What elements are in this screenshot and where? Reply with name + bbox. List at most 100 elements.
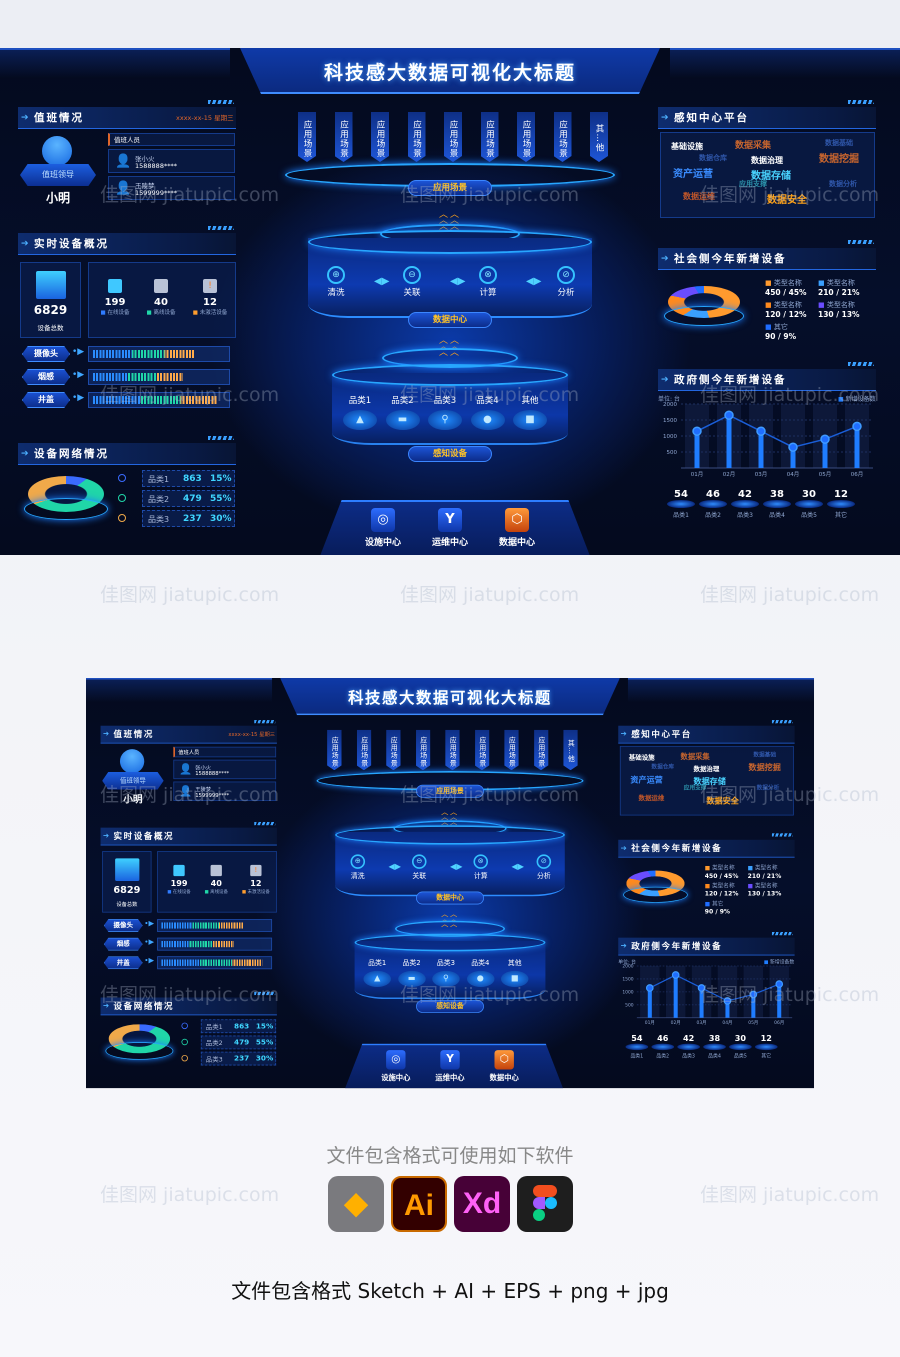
scene-tag[interactable]: 应用场景 [407,112,426,162]
arrow-right-icon: •▶ [144,957,155,966]
word-cloud-item: 数据治理 [751,156,783,165]
step-label: 计算 [479,288,497,298]
legend-name: ■ 类型名称 [704,882,735,890]
category-1[interactable]: 品类2 ▬ [383,394,423,430]
device-type-1[interactable]: 烟感 [22,369,70,385]
scene-tag[interactable]: 应用场景 [327,729,342,771]
status-value: 40 [210,879,222,889]
scene-tag[interactable]: 应用场景 [298,112,316,162]
scene-tag[interactable]: 应用场景 [480,112,499,162]
step-2[interactable]: ⊗ 计算 [465,854,497,880]
category-label: 品类3 [433,396,457,406]
scene-tag[interactable]: 应用场景 [553,112,572,162]
server-stack-icon [36,271,66,299]
cylinder-top-ring [332,364,568,386]
scene-tag[interactable]: 应用场景 [334,112,353,162]
nav-item-2[interactable]: ⬡ 数据中心 [489,508,545,548]
nav-icon: ⬡ [494,1050,514,1070]
illustrator-app-icon: Ai [391,1176,447,1232]
scene-tag[interactable]: 应用场景 [386,729,401,771]
server-warning-icon: ! [250,864,262,877]
scene-tag[interactable]: 应用场景 [415,729,431,771]
scene-pill[interactable]: 应用场景 [416,784,484,798]
stat-label: 其它 [834,512,847,519]
device-type-2[interactable]: 井盖 [22,392,70,408]
status-inactive: ! 12 ■ 未激活设备 [237,864,274,895]
scene-tag[interactable]: 其…他 [590,112,608,162]
panel-header-gov: 政府侧今年新增设备 [618,937,795,956]
category-label: 品类2 [391,396,414,406]
legend-name: ■ 类型名称 [704,864,735,872]
duty-date: xxxx-xx-15 星期三 [176,114,234,122]
y-tick-label: 1000 [622,989,633,995]
scene-pill[interactable]: 应用场景 [408,180,492,196]
category-label: 其他 [521,396,539,406]
step-label: 清洗 [350,872,365,881]
step-0[interactable]: ⊕ 清洗 [342,854,374,880]
nav-item-2[interactable]: ⬡ 数据中心 [482,1050,527,1082]
scene-tag[interactable]: 应用场景 [474,729,490,771]
leader-name: 小明 [123,793,143,805]
category-1[interactable]: 品类2 ▬ [395,958,427,987]
scene-tag[interactable]: 应用场景 [504,729,519,771]
stat-pedestal [651,1043,675,1051]
row-value: 479 [234,1038,250,1047]
category-2[interactable]: 品类3 ⚲ [430,958,462,987]
nav-item-0[interactable]: ◎ 设施中心 [373,1050,418,1082]
sense-device-pill[interactable]: 感知设备 [416,999,484,1013]
title-bar [280,678,620,716]
legend-name-text: 其它 [711,900,724,907]
stat-pedestal [795,500,823,508]
legend-dot [118,494,126,502]
data-center-pill[interactable]: 数据中心 [416,891,484,905]
category-0[interactable]: 品类1 ▲ [340,394,380,430]
staff-phone: 1588888**** [195,770,230,777]
scene-tag[interactable]: 应用场景 [356,729,372,771]
scene-tag[interactable]: 应用场景 [517,112,535,162]
step-1[interactable]: ⊖ 关联 [392,266,432,298]
nav-item-1[interactable]: Y 运维中心 [427,1050,472,1082]
step-2[interactable]: ⊗ 计算 [468,266,508,298]
category-2[interactable]: 品类3 ⚲ [425,394,465,430]
legend-dot [181,1038,188,1046]
bar [694,431,700,468]
donut-base-ring [105,1042,174,1060]
category-3[interactable]: 品类4 ● [464,958,496,987]
category-0[interactable]: 品类1 ▲ [361,958,393,987]
category-4[interactable]: 其他 ■ [499,958,531,987]
nav-item-1[interactable]: Y 运维中心 [422,508,478,548]
word-cloud-item: 数据存储 [693,777,726,787]
decor-stripe [254,720,276,724]
row-name: 品类1 [148,475,170,484]
category-4[interactable]: 其他 ■ [510,394,550,430]
step-3[interactable]: ⊘ 分析 [546,266,586,298]
device-type-2[interactable]: 井盖 [103,956,143,970]
device-type-0[interactable]: 摄像头 [22,346,70,362]
stat-value: 30 [802,489,816,500]
data-point [692,426,702,436]
step-0[interactable]: ⊕ 清洗 [316,266,356,298]
nav-item-0[interactable]: ◎ 设施中心 [355,508,411,548]
category-3[interactable]: 品类4 ● [468,394,508,430]
step-3[interactable]: ⊘ 分析 [528,854,560,880]
stat-value: 46 [657,1034,669,1044]
scene-tag[interactable]: 应用场景 [445,729,460,771]
step-1[interactable]: ⊖ 关联 [403,854,435,880]
decor-stripe [208,436,234,440]
word-cloud-item: 数据治理 [693,765,720,773]
sense-device-pill[interactable]: 感知设备 [408,446,492,462]
scene-tag[interactable]: 应用场景 [533,729,549,771]
data-point [697,984,706,992]
row-percent: 30% [255,1054,274,1064]
legend-name: ■ 类型名称 [765,279,802,287]
bar [751,994,756,1018]
device-type-1[interactable]: 烟感 [103,937,143,951]
device-type-0[interactable]: 摄像头 [103,919,143,932]
category-icon: ⚲ [432,970,460,987]
scene-tag[interactable]: 应用场景 [371,112,389,162]
data-center-pill[interactable]: 数据中心 [408,312,492,328]
scene-tag[interactable]: 其…他 [563,729,578,771]
word-cloud-item: 数据仓库 [699,154,727,162]
scene-tag[interactable]: 应用场景 [444,112,462,162]
legend-name: ■ 类型名称 [818,301,855,309]
